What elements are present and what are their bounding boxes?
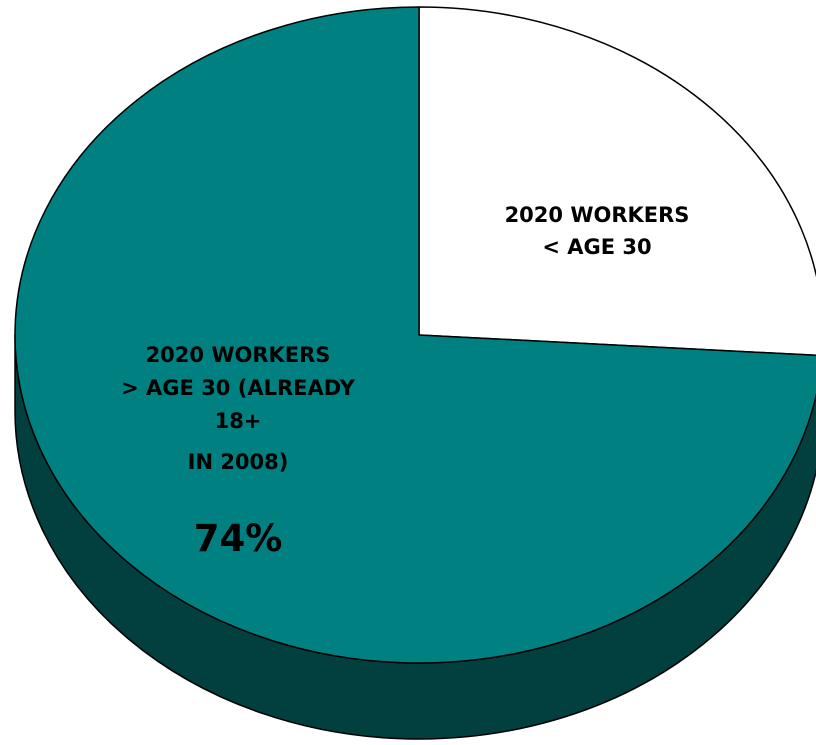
slice-label-young-line-2: < AGE 30 xyxy=(542,235,651,259)
slice-value-label-older: 74% xyxy=(194,517,283,560)
pie-slice-young xyxy=(418,6,816,357)
pie-labels: 2020 WORKERS < AGE 30 2020 WORKERS > AGE… xyxy=(121,203,689,560)
slice-label-older-line-4: IN 2008) xyxy=(188,450,289,474)
pie-slice-older xyxy=(14,6,816,664)
slice-label-older-line-3: 18+ xyxy=(215,409,262,433)
slice-label-young-line-1: 2020 WORKERS xyxy=(505,203,690,227)
pie-tops xyxy=(14,6,816,664)
slice-label-older-line-1: 2020 WORKERS xyxy=(146,343,331,367)
slice-label-older-line-2: > AGE 30 (ALREADY xyxy=(121,376,355,400)
